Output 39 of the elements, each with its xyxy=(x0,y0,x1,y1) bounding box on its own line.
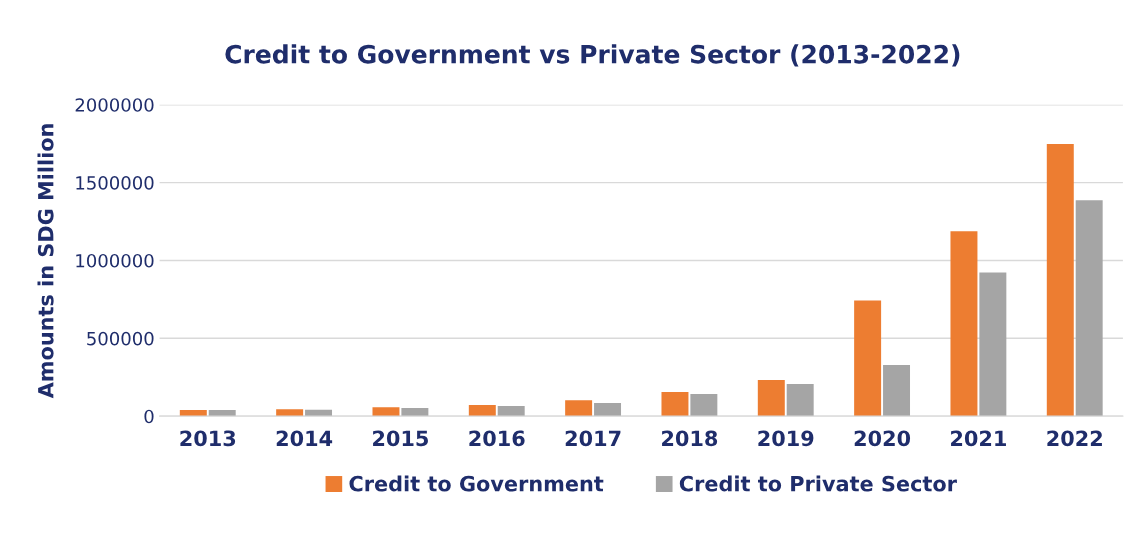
bar xyxy=(690,394,718,417)
x-tick-label: 2018 xyxy=(662,430,718,447)
legend-label: Credit to Private Sector xyxy=(679,475,957,492)
bar xyxy=(1075,200,1103,417)
x-tick-label: 2017 xyxy=(565,430,621,447)
bar xyxy=(854,300,882,417)
x-tick-label: 2015 xyxy=(373,430,428,447)
legend-label: Credit to Government xyxy=(349,475,604,492)
bar xyxy=(950,231,978,417)
bar xyxy=(305,409,333,417)
bar xyxy=(594,403,622,417)
x-tick-label: 2020 xyxy=(854,430,911,447)
y-tick-label: 0 xyxy=(144,409,154,424)
bar xyxy=(883,364,911,417)
bar xyxy=(401,408,429,417)
x-tick-label: 2016 xyxy=(469,430,525,447)
bar xyxy=(468,405,496,417)
bar xyxy=(276,409,304,417)
x-tick-label: 2019 xyxy=(758,430,814,447)
bar xyxy=(497,406,525,417)
bar xyxy=(661,392,689,417)
bar xyxy=(179,410,207,417)
y-axis-title: Amounts in SDG Million xyxy=(37,124,54,399)
x-tick-label: 2022 xyxy=(1047,430,1102,447)
bar xyxy=(786,384,814,417)
x-tick-label: 2013 xyxy=(180,430,236,447)
y-tick-label: 1000000 xyxy=(76,253,154,268)
bar xyxy=(979,272,1007,417)
x-tick-label: 2014 xyxy=(276,430,333,447)
y-tick-label: 1500000 xyxy=(76,176,154,190)
bar xyxy=(757,380,785,417)
chart-title: Credit to Government vs Private Sector (2013-2022) xyxy=(225,44,960,67)
bar xyxy=(372,407,400,417)
bar xyxy=(208,410,236,417)
bar xyxy=(565,400,593,417)
y-tick-label: 2000000 xyxy=(75,98,154,112)
bar xyxy=(1046,143,1074,417)
y-tick-label: 500000 xyxy=(87,331,154,346)
x-tick-label: 2021 xyxy=(951,430,1006,447)
